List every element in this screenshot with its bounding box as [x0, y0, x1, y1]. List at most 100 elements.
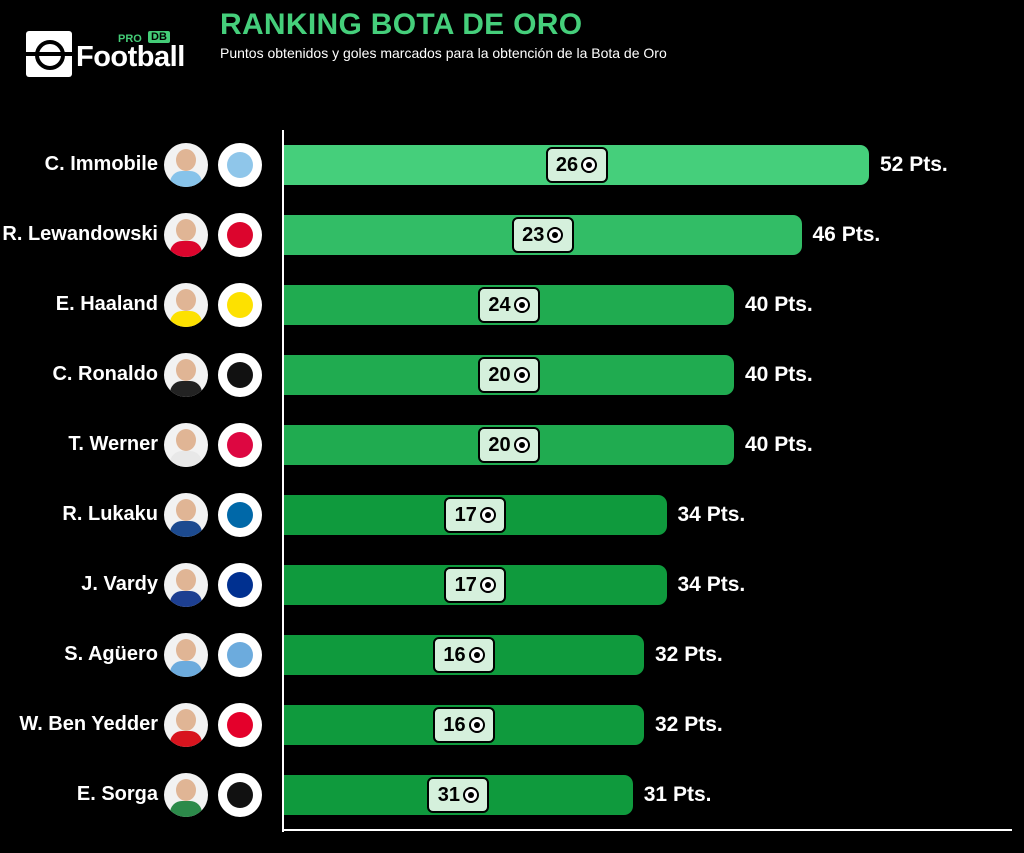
- player-kit: [170, 661, 202, 677]
- player-head: [176, 149, 196, 171]
- player-name-label: E. Sorga: [76, 783, 158, 805]
- soccer-ball-icon: [468, 717, 485, 733]
- goals-value: 23: [522, 223, 545, 246]
- soccer-ball-icon: [513, 297, 530, 313]
- player-head: [176, 289, 196, 311]
- player-name-label: R. Lewandowski: [2, 223, 158, 245]
- goals-value: 26: [555, 153, 579, 176]
- goals-value: 16: [443, 713, 466, 736]
- y-axis-line: [282, 130, 284, 832]
- player-name-label: T. Werner: [68, 433, 158, 455]
- points-label: 34 Pts.: [677, 503, 746, 526]
- player-head: [176, 499, 196, 521]
- soccer-ball-icon: [463, 787, 479, 803]
- man-city-crest-icon: [218, 633, 262, 677]
- dortmund-crest-icon: [218, 283, 262, 327]
- crest-mark: [227, 572, 253, 598]
- crest-mark: [227, 642, 253, 668]
- player-name-label: J. Vardy: [81, 573, 158, 595]
- goals-badge: 17: [444, 567, 507, 603]
- goals-badge: 26: [545, 147, 608, 183]
- monaco-crest-icon: [218, 703, 262, 747]
- player-photo: [164, 773, 208, 817]
- goals-value: 20: [488, 363, 511, 386]
- player-name-label: S. Agüero: [64, 643, 158, 665]
- points-label: 40 Pts.: [745, 293, 813, 316]
- player-name-label: C. Immobile: [44, 153, 158, 175]
- goals-value: 24: [488, 293, 511, 316]
- goals-value: 17: [454, 503, 477, 526]
- player-photo: [164, 703, 208, 747]
- player-head: [176, 219, 196, 241]
- bayern-crest-icon: [218, 213, 262, 257]
- goals-value: 20: [488, 433, 511, 456]
- goals-badge: 17: [444, 497, 507, 533]
- player-head: [176, 429, 196, 451]
- points-label: 46 Pts.: [812, 223, 881, 246]
- player-kit: [170, 521, 202, 537]
- goals-value: 17: [454, 573, 477, 596]
- leipzig-crest-icon: [218, 423, 262, 467]
- soccer-ball-icon: [479, 577, 496, 593]
- goals-value: 16: [443, 643, 466, 666]
- player-photo: [164, 353, 208, 397]
- goals-badge: 31: [427, 777, 490, 813]
- player-name-label: W. Ben Yedder: [19, 713, 158, 735]
- points-label: 32 Pts.: [655, 713, 723, 736]
- goals-badge: 16: [433, 707, 495, 743]
- goals-badge: 23: [511, 217, 574, 253]
- soccer-ball-icon: [513, 367, 530, 383]
- crest-mark: [227, 712, 253, 738]
- crest-mark: [227, 222, 253, 248]
- soccer-ball-icon: [468, 647, 485, 663]
- crest-mark: [227, 362, 253, 388]
- goals-badge: 20: [478, 357, 540, 393]
- crest-mark: [227, 502, 253, 528]
- soccer-ball-icon: [513, 437, 530, 453]
- leicester-crest-icon: [218, 563, 262, 607]
- player-photo: [164, 423, 208, 467]
- goals-badge: 24: [478, 287, 540, 323]
- player-head: [176, 569, 196, 591]
- goals-badge: 16: [433, 637, 495, 673]
- crest-mark: [227, 432, 253, 458]
- juventus-crest-icon: [218, 353, 262, 397]
- points-label: 32 Pts.: [655, 643, 723, 666]
- inter-crest-icon: [218, 493, 262, 537]
- player-kit: [170, 591, 202, 607]
- crest-mark: [227, 152, 253, 178]
- player-kit: [170, 451, 202, 467]
- points-label: 31 Pts.: [643, 783, 712, 806]
- points-label: 40 Pts.: [745, 433, 813, 456]
- points-label: 34 Pts.: [677, 573, 746, 596]
- points-label: 52 Pts.: [880, 153, 948, 176]
- player-kit: [170, 241, 202, 257]
- player-kit: [170, 171, 202, 187]
- player-head: [176, 639, 196, 661]
- player-name-label: C. Ronaldo: [52, 363, 158, 385]
- player-kit: [170, 311, 202, 327]
- player-name-label: E. Haaland: [55, 293, 158, 315]
- player-photo: [164, 493, 208, 537]
- player-name-label: R. Lukaku: [62, 503, 158, 525]
- soccer-ball-icon: [479, 507, 496, 523]
- crest-mark: [227, 782, 253, 808]
- player-kit: [170, 381, 202, 397]
- goals-value: 31: [437, 783, 460, 806]
- player-photo: [164, 633, 208, 677]
- points-label: 40 Pts.: [745, 363, 813, 386]
- chart-title: RANKING BOTA DE ORO: [220, 8, 583, 41]
- lazio-crest-icon: [218, 143, 262, 187]
- player-photo: [164, 283, 208, 327]
- soccer-ball-icon: [581, 157, 598, 173]
- logo-wordmark: Football: [76, 41, 185, 73]
- logo-pro: PRO: [118, 33, 142, 45]
- player-photo: [164, 563, 208, 607]
- crest-mark: [227, 292, 253, 318]
- player-head: [176, 359, 196, 381]
- player-photo: [164, 143, 208, 187]
- player-kit: [170, 801, 202, 817]
- player-photo: [164, 213, 208, 257]
- flora-crest-icon: [218, 773, 262, 817]
- x-axis-line: [282, 829, 1012, 831]
